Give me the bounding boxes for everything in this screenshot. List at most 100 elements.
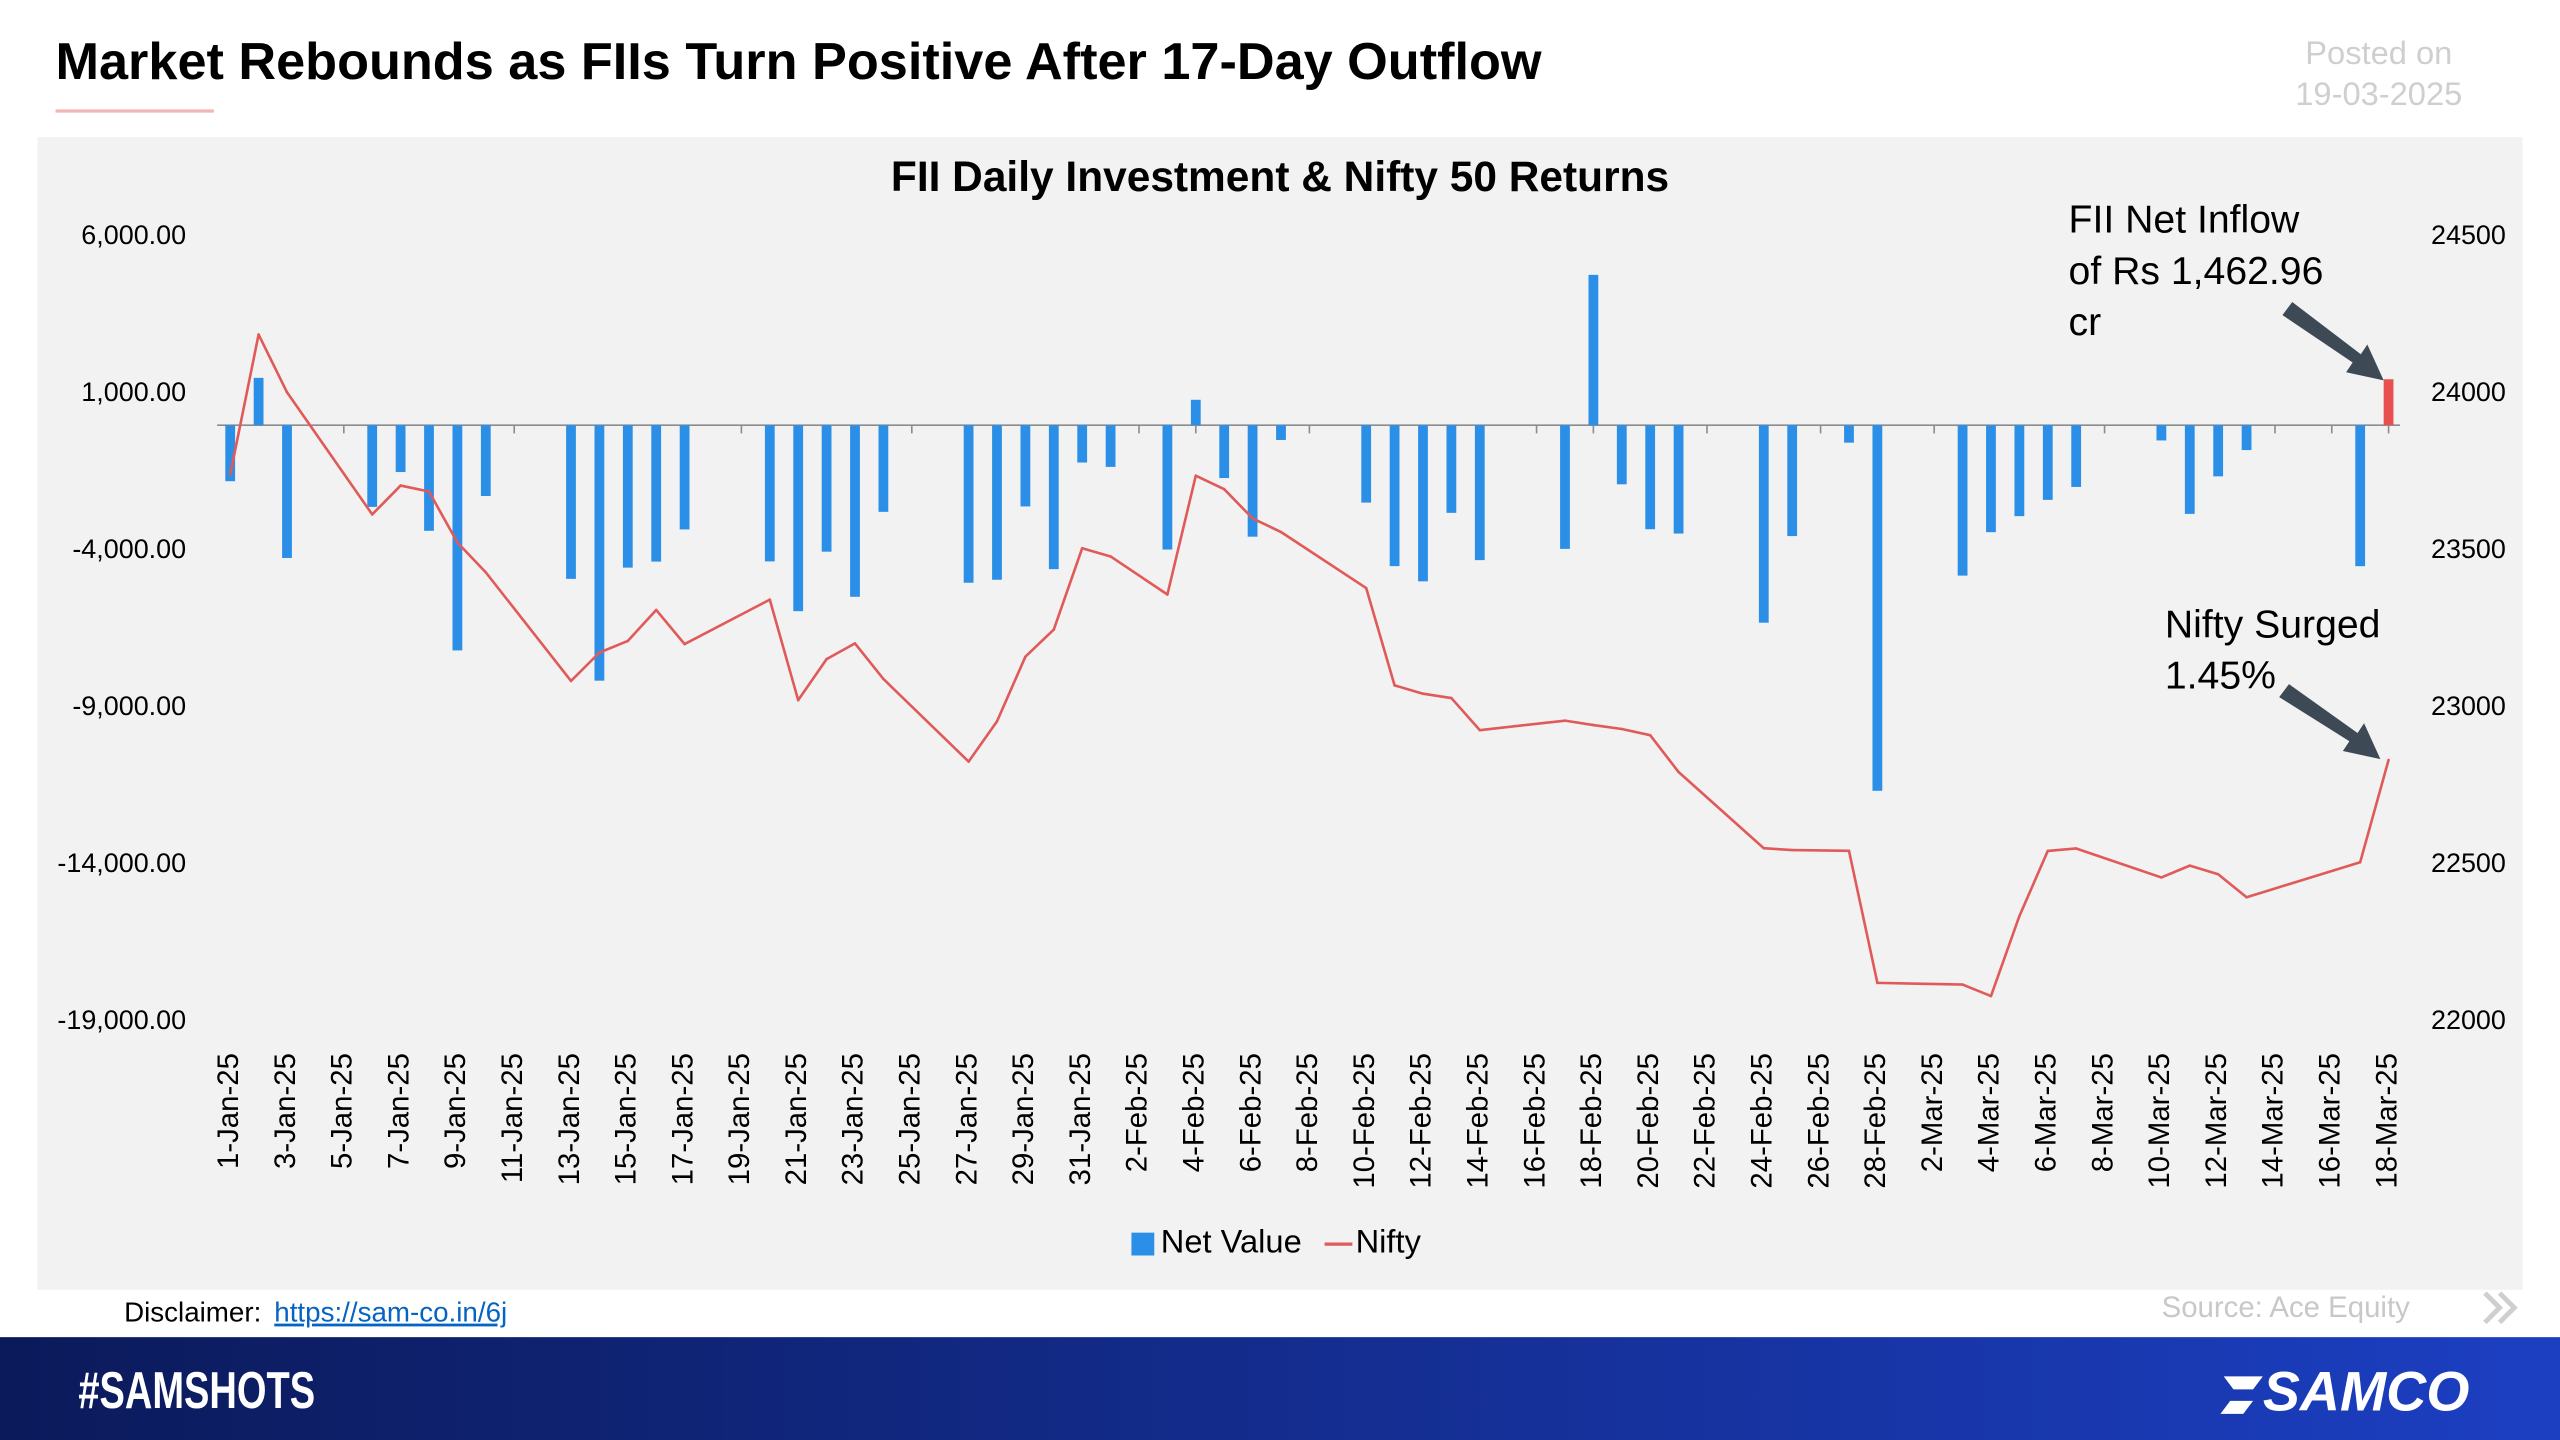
bar [651, 425, 662, 562]
line-segment [768, 598, 800, 702]
bar [1588, 274, 1599, 426]
footer-band [0, 1337, 2560, 1440]
bar [452, 425, 463, 651]
x-tick-label: 21-Jan-25 [780, 1053, 813, 1185]
bar [367, 425, 378, 507]
bar [1645, 425, 1656, 530]
bar [2241, 425, 2252, 451]
bar [1020, 425, 1031, 507]
plot: 6,000.00 1,000.00 -4,000.00 -9,000.00 -14,00… [57, 198, 2506, 1259]
bar [1844, 425, 1854, 443]
source-note: Source: Ace Equity [2162, 1291, 2411, 1324]
bar [1872, 425, 1883, 791]
line-segment [882, 677, 970, 763]
y-tick-label: -14,000.00 [57, 848, 186, 878]
x-tick-label: 14-Feb-25 [1462, 1053, 1495, 1189]
bar [1474, 425, 1485, 561]
x-tick-label: 8-Mar-25 [2086, 1053, 2119, 1172]
bar [1673, 425, 1684, 534]
line-segment [1279, 530, 1368, 590]
page-title: Market Rebounds as FIIs Turn Positive Af… [56, 33, 1542, 91]
bar [2355, 425, 2366, 567]
line-segment [427, 490, 459, 544]
y-tick-label: -4,000.00 [72, 534, 186, 564]
line-segment [257, 333, 289, 394]
bar [1560, 425, 1570, 549]
line-segment [825, 642, 857, 661]
bar [2071, 425, 2082, 487]
bar [1418, 425, 1428, 582]
line-segment [1478, 719, 1567, 732]
line-segment [995, 655, 1027, 723]
bar [1957, 425, 1968, 576]
x-tick-label: 29-Jan-25 [1007, 1053, 1040, 1185]
bar [566, 425, 576, 579]
x-tick-label: 18-Mar-25 [2370, 1053, 2403, 1189]
bar [2184, 425, 2195, 514]
line-segment [626, 608, 658, 643]
line-segment [1989, 914, 2021, 998]
bar [963, 425, 974, 583]
x-tick-label: 3-Jan-25 [269, 1053, 302, 1169]
legend-label: Nifty [1356, 1223, 1422, 1260]
bar [764, 425, 775, 562]
x-tick-label: 10-Mar-25 [2143, 1053, 2176, 1189]
chevron-icon [2483, 1291, 2518, 1325]
bar [850, 425, 860, 597]
disclaimer-link[interactable]: https://sam-co.in/6j [274, 1297, 507, 1328]
line-segment [2245, 860, 2362, 899]
bar [821, 425, 832, 552]
x-tick-label: 27-Jan-25 [950, 1053, 983, 1185]
bar [1247, 425, 1258, 537]
line-segment [2160, 864, 2192, 879]
x-tick-label: 7-Jan-25 [382, 1053, 415, 1169]
line-segment [1876, 981, 1964, 986]
bar [1787, 425, 1798, 537]
x-tick-label: 12-Mar-25 [2200, 1053, 2233, 1189]
x-tick-label: 8-Feb-25 [1291, 1053, 1324, 1172]
x-tick-label: 9-Jan-25 [439, 1053, 472, 1169]
x-tick-label: 5-Jan-25 [326, 1053, 359, 1169]
line-segment [1421, 692, 1453, 700]
bar [1986, 425, 1996, 533]
bar [1758, 425, 1769, 623]
annotation-arrow [2279, 684, 2381, 760]
brand-logo-mark [2220, 1376, 2263, 1414]
annotation-arrow [2282, 302, 2384, 381]
line-segment [1847, 849, 1879, 985]
bar [793, 425, 804, 612]
posted-label: Posted on [2305, 34, 2452, 71]
line-segment [1620, 727, 1652, 737]
footer-brand: SAMCO [2263, 1361, 2470, 1423]
legend-label: Net Value [1161, 1223, 1302, 1260]
bar [282, 425, 292, 558]
line-segment [1790, 848, 1851, 853]
y2-tick-label: 22500 [2431, 848, 2506, 878]
bar [992, 425, 1002, 580]
bar [2383, 379, 2394, 426]
x-tick-label: 12-Feb-25 [1405, 1053, 1438, 1189]
bar [1077, 425, 1088, 463]
x-tick-label: 16-Mar-25 [2314, 1053, 2347, 1189]
y2-tick-label: 24000 [2431, 377, 2506, 407]
line-segment [1251, 517, 1283, 534]
bar [2014, 425, 2025, 517]
x-tick-label: 2-Feb-25 [1121, 1053, 1154, 1172]
line-segment [967, 720, 999, 763]
line-segment [1592, 723, 1624, 731]
bar [1048, 425, 1059, 570]
x-tick-label: 4-Mar-25 [1973, 1053, 2006, 1172]
bar [1276, 425, 1286, 440]
y2-tick-label: 24500 [2431, 220, 2506, 250]
x-tick-label: 16-Feb-25 [1518, 1053, 1551, 1189]
posted-date: 19-03-2025 [2295, 75, 2462, 112]
line-segment [1109, 555, 1169, 596]
x-tick-label: 23-Jan-25 [837, 1053, 870, 1185]
bar [622, 425, 633, 568]
line-segment [285, 390, 374, 516]
bar [2042, 425, 2053, 500]
x-tick-label: 13-Jan-25 [553, 1053, 586, 1185]
x-tick-label: 1-Jan-25 [212, 1053, 245, 1169]
bar [2213, 425, 2224, 477]
line-segment [228, 333, 260, 476]
